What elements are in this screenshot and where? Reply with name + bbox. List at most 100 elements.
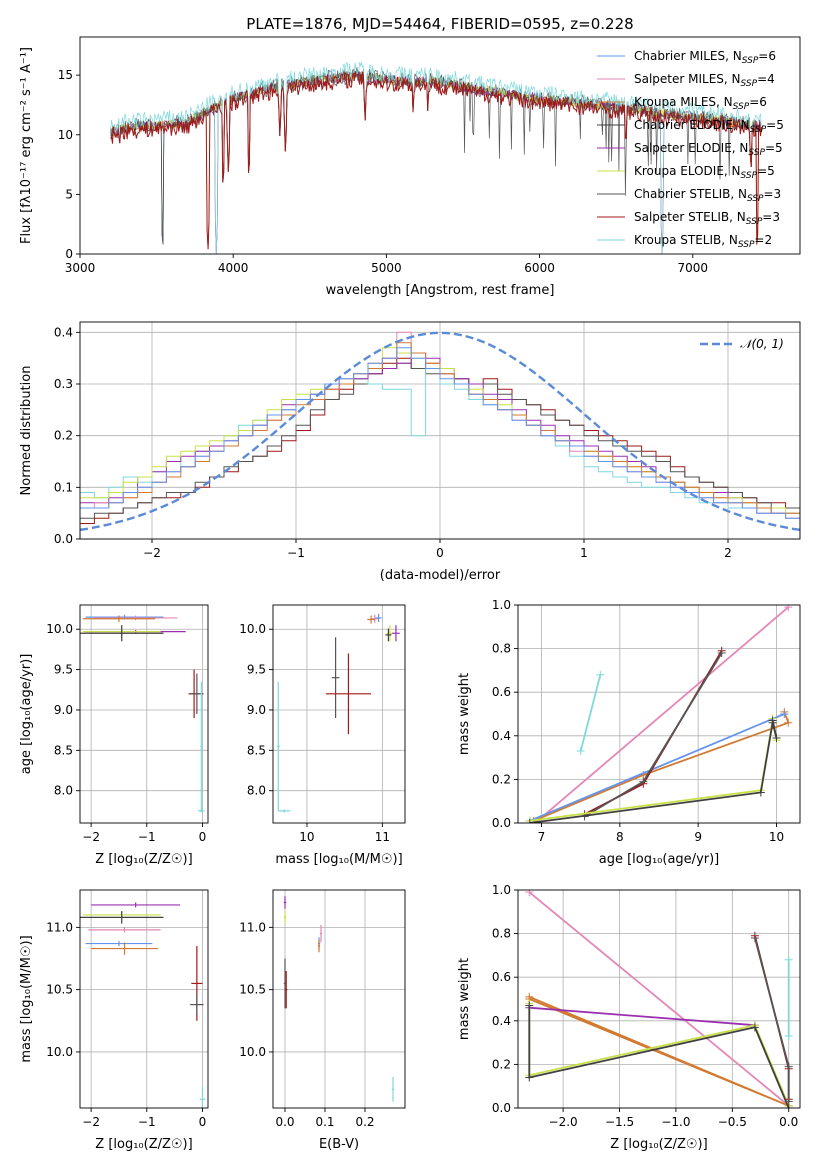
figure-title: PLATE=1876, MJD=54464, FIBERID=0595, z=0… — [246, 15, 633, 33]
x-tick-label: 0.0 — [275, 1115, 294, 1129]
x-tick-label: 10 — [299, 830, 314, 844]
x-tick-label: −0.5 — [718, 1115, 747, 1129]
x-tick-label: −1 — [287, 546, 305, 560]
mass-weight-line — [584, 652, 723, 818]
ticks: −2 −1 0 10.0 10.5 11.0 — [46, 920, 206, 1129]
mass-weight-marker — [784, 718, 793, 727]
x-tick-label: 2 — [724, 546, 732, 560]
ticks: 0.0 0.1 0.2 10.0 10.5 11.0 — [239, 920, 374, 1129]
mass-weight-marker — [784, 1062, 793, 1071]
x-tick-label: −2 — [82, 1115, 100, 1129]
y-tick-label: 0.2 — [54, 429, 73, 443]
legend-entry: Salpeter MILES, NSSP=4 — [634, 72, 775, 89]
mass-weight-marker — [596, 670, 605, 679]
x-tick-label: 9 — [694, 830, 702, 844]
plot-area — [525, 890, 793, 1108]
y-tick-label: 10.0 — [46, 622, 73, 636]
y-tick-label: 8.5 — [54, 743, 73, 757]
y-tick-label: 0.6 — [492, 685, 511, 699]
axes-frame — [79, 36, 801, 255]
panel-age-vs-mass: 10 11 8.0 8.5 9.0 9.5 10.0 mass [log₁₀(M/M☉)] — [239, 604, 406, 867]
x-tick-label: 7 — [538, 830, 546, 844]
x-tick-label: −2 — [82, 830, 100, 844]
legend-entry: Chabrier MILES, NSSP=6 — [634, 49, 776, 66]
x-tick-label: 0 — [199, 830, 207, 844]
mass-weight-line — [529, 713, 785, 822]
mass-weight-marker — [576, 747, 585, 756]
x-tick-label: 5000 — [371, 261, 402, 275]
plot-area — [80, 331, 800, 539]
x-tick-label: 3000 — [65, 261, 96, 275]
y-tick-label: 0.4 — [492, 729, 511, 743]
y-axis-label: age [log₁₀(age/yr)] — [19, 654, 34, 775]
y-tick-label: 0.2 — [492, 1057, 511, 1071]
y-tick-label: 0.0 — [492, 816, 511, 830]
ticks: 7 8 9 10 0.0 0.2 0.4 0.6 0.8 1.0 — [492, 598, 784, 844]
y-tick-label: 9.0 — [247, 703, 266, 717]
x-tick-label: −1 — [138, 1115, 156, 1129]
mass-weight-marker — [784, 955, 793, 964]
axes-frame — [79, 889, 209, 1109]
axes-frame — [517, 604, 801, 824]
y-tick-label: 0.4 — [492, 1014, 511, 1028]
axes-frame — [79, 604, 209, 824]
gaussian-curve — [80, 331, 800, 532]
spectrum-line — [110, 61, 762, 254]
mass-weight-line — [528, 891, 790, 1107]
mass-weight-line — [579, 674, 602, 752]
x-axis-label: Z [log₁₀(Z/Z☉)] — [610, 1137, 707, 1152]
mass-weight-marker — [750, 933, 759, 942]
y-tick-label: 11.0 — [239, 920, 266, 934]
mass-weight-marker — [639, 777, 648, 786]
y-tick-label: 9.0 — [54, 703, 73, 717]
panel-spectrum: 3000 4000 5000 6000 7000 0 5 10 15 wavelength [An… — [19, 36, 801, 298]
y-tick-label: 9.5 — [54, 663, 73, 677]
mass-weight-line — [533, 711, 790, 822]
y-tick-label: 8.5 — [247, 743, 266, 757]
mass-weight-marker — [750, 1023, 759, 1032]
mass-weight-marker — [525, 819, 534, 823]
x-tick-label: 10 — [769, 830, 784, 844]
panel-massweight-vs-age: 7 8 9 10 0.0 0.2 0.4 0.6 0.8 1.0 age [log₁₀(age/yr… — [457, 598, 801, 867]
mass-weight-marker — [772, 733, 781, 742]
spectrum-legend: Chabrier MILES, NSSP=6 Salpeter MILES, NS… — [597, 49, 784, 250]
x-tick-label: 1 — [580, 546, 588, 560]
ticks: −2 −1 0 1 2 0.0 0.1 0.2 0.3 0.4 — [54, 325, 732, 560]
y-tick-label: 0.2 — [492, 772, 511, 786]
y-tick-label: 8.0 — [54, 784, 73, 798]
histogram-step — [80, 347, 800, 539]
y-tick-label: 15 — [58, 68, 73, 82]
panel-massweight-vs-z: −2.0 −1.5 −1.0 −0.5 0.0 0.0 0.2 0.4 0.6 0.8 1.0 Z [… — [457, 883, 801, 1152]
axes-frame — [272, 889, 406, 1109]
x-tick-label: 4000 — [218, 261, 249, 275]
mass-weight-line — [529, 1006, 755, 1027]
y-axis-label: Flux [fλ10⁻¹⁷ erg cm⁻² s⁻¹ A⁻¹] — [19, 47, 34, 244]
mass-weight-marker — [780, 710, 789, 718]
y-tick-label: 0.8 — [492, 927, 511, 941]
gridlines — [273, 890, 405, 1108]
gridlines — [80, 322, 800, 540]
ticks: −2 −1 0 8.0 8.5 9.0 9.5 10.0 — [46, 622, 206, 844]
x-tick-label: −2.0 — [549, 1115, 578, 1129]
plot-area — [525, 605, 793, 823]
legend-entry: Salpeter STELIB, NSSP=3 — [634, 210, 780, 227]
legend-entry: Chabrier STELIB, NSSP=3 — [634, 187, 781, 204]
mass-weight-line — [528, 1005, 790, 1108]
y-tick-label: 10.5 — [46, 983, 73, 997]
x-tick-label: −1.5 — [605, 1115, 634, 1129]
legend-entry: Chabrier ELODIE, NSSP=5 — [634, 118, 784, 135]
x-tick-label: 0 — [199, 1115, 207, 1129]
x-axis-label: mass [log₁₀(M/M☉)] — [275, 852, 402, 867]
gridlines — [80, 890, 208, 1108]
mass-weight-marker — [717, 648, 726, 657]
panel-mass-vs-ebv: 0.0 0.1 0.2 10.0 10.5 11.0 E(B-V) — [239, 889, 406, 1152]
gridlines — [80, 605, 208, 823]
mass-weight-marker — [768, 716, 777, 725]
y-axis-label: mass weight — [457, 958, 472, 1040]
mass-weight-marker — [756, 788, 765, 797]
axes-frame — [79, 321, 801, 540]
x-axis-label: Z [log₁₀(Z/Z☉)] — [95, 852, 192, 867]
y-tick-label: 0.6 — [492, 970, 511, 984]
spectrum-line — [110, 71, 762, 250]
